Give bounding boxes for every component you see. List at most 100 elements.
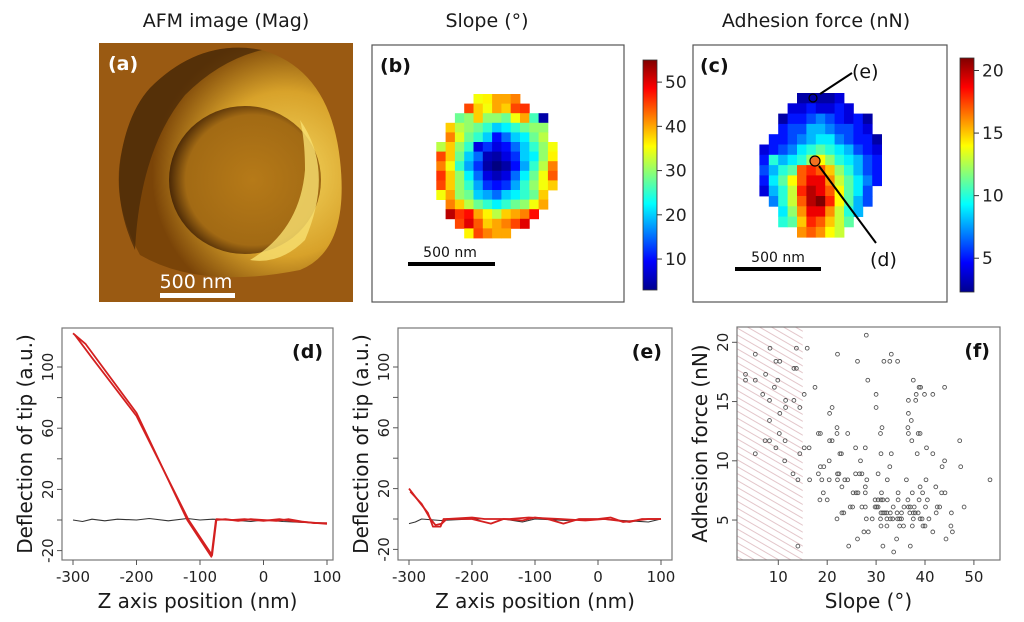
scatter-point [878, 497, 884, 503]
afm-image [99, 43, 353, 302]
heatmap-cell [844, 123, 854, 135]
heatmap-cell [853, 134, 864, 145]
heatmap-cell [538, 190, 549, 200]
heatmap-cell [492, 103, 502, 114]
scatter-point [777, 411, 783, 416]
scatter-point [926, 516, 932, 522]
scatter-point [752, 351, 758, 357]
heatmap-cell [825, 123, 835, 135]
heatmap-cell [853, 113, 864, 125]
heatmap-cell [492, 161, 502, 172]
scatter-point [884, 523, 890, 529]
heatmap-cell [806, 216, 817, 228]
scatter-point [911, 504, 917, 510]
heatmap-cell [510, 142, 521, 152]
scatter-point [767, 345, 773, 351]
scatter-point [850, 490, 856, 496]
x-tick-label: 20 [818, 568, 837, 586]
heatmap-cell [454, 218, 465, 229]
heatmap-cell [815, 103, 826, 114]
colorbar-tick-label: 30 [665, 162, 687, 182]
heatmap-cell [520, 142, 530, 152]
marker-e [808, 93, 818, 103]
scatter-point [881, 358, 887, 364]
scatter-point [933, 484, 939, 490]
x-tick-label: -100 [518, 568, 552, 586]
heatmap-cell [510, 209, 521, 220]
heatmap-cell [853, 206, 864, 217]
scatter-point [857, 471, 862, 477]
heatmap-cell [510, 94, 521, 104]
y-tick-label: 20 [714, 333, 732, 352]
heatmap-cell [510, 161, 521, 172]
scatter-point [879, 425, 885, 430]
scatter-point [760, 392, 766, 397]
scatter-point [908, 418, 914, 423]
force-curve-e: -300 -200 -100 0 100 -20 20 60 100 Z axis positio… [349, 327, 675, 613]
heatmap-cell [787, 216, 798, 228]
heatmap-cell [815, 144, 826, 156]
scatter-point [933, 510, 939, 516]
scatter-point [853, 471, 858, 477]
heatmap-cell [510, 103, 521, 114]
scatter-point [797, 405, 803, 410]
scatter-point [863, 332, 869, 338]
heatmap-cell [454, 113, 465, 124]
heatmap-cell [853, 165, 864, 176]
scatter-point [816, 431, 821, 436]
scatter-point [807, 477, 812, 483]
heatmap-cell [862, 113, 873, 125]
heatmap-cell [825, 93, 835, 104]
heatmap-cell [806, 196, 817, 207]
scatter-point [878, 451, 884, 457]
heatmap-cell [834, 226, 845, 238]
colorbar-gradient [959, 57, 975, 293]
heatmap-cell [510, 122, 521, 133]
y-tick-label: 100 [375, 353, 393, 382]
heatmap-cell [473, 122, 484, 133]
heatmap-cell [473, 170, 484, 181]
heatmap-cell [473, 180, 484, 191]
scatter-point [904, 477, 909, 483]
scatter-point [859, 471, 865, 477]
title-adhesion: Adhesion force (nN) [722, 10, 910, 32]
scatter-point [775, 377, 781, 383]
scatter-point [782, 458, 788, 464]
y-tick-label: 60 [375, 418, 393, 437]
heatmap-cell [815, 185, 826, 197]
heatmap-cell [482, 190, 493, 200]
colorbar-tick-label: 40 [665, 117, 687, 137]
heatmap-cell [768, 134, 779, 145]
heatmap-cell [759, 175, 770, 187]
heatmap-cell [862, 165, 873, 176]
heatmap-cell [501, 103, 512, 114]
heatmap-cell [862, 185, 873, 197]
scatter-point [829, 438, 835, 444]
scatter-point [875, 504, 881, 510]
scatter-point [763, 371, 768, 377]
slope-colorbar: 10 20 30 40 50 [642, 59, 687, 291]
heatmap-cell [445, 151, 456, 162]
scatter-point [899, 510, 904, 516]
x-axis-label: Z axis position (nm) [435, 589, 635, 613]
heatmap-cell [778, 113, 788, 125]
scale-bar-b [408, 262, 495, 266]
heatmap-cell [547, 180, 558, 191]
heatmap-cell [806, 123, 817, 135]
heatmap-cell [454, 161, 465, 172]
scatter-point [910, 516, 916, 522]
scatter-point [853, 445, 858, 451]
heatmap-cell [797, 196, 807, 207]
scatter-point [916, 497, 922, 503]
heatmap-cell [797, 216, 807, 228]
heatmap-cell [445, 132, 456, 143]
heatmap-cell [825, 144, 835, 156]
heatmap-cell [787, 185, 798, 197]
scatter-point [894, 510, 900, 516]
heatmap-cell [834, 175, 845, 187]
heatmap-cell [834, 154, 845, 166]
x-tick-label: 30 [867, 568, 886, 586]
scatter-point [858, 458, 863, 464]
scatter-point [819, 477, 825, 483]
x-axis-label: Slope (°) [825, 589, 912, 613]
